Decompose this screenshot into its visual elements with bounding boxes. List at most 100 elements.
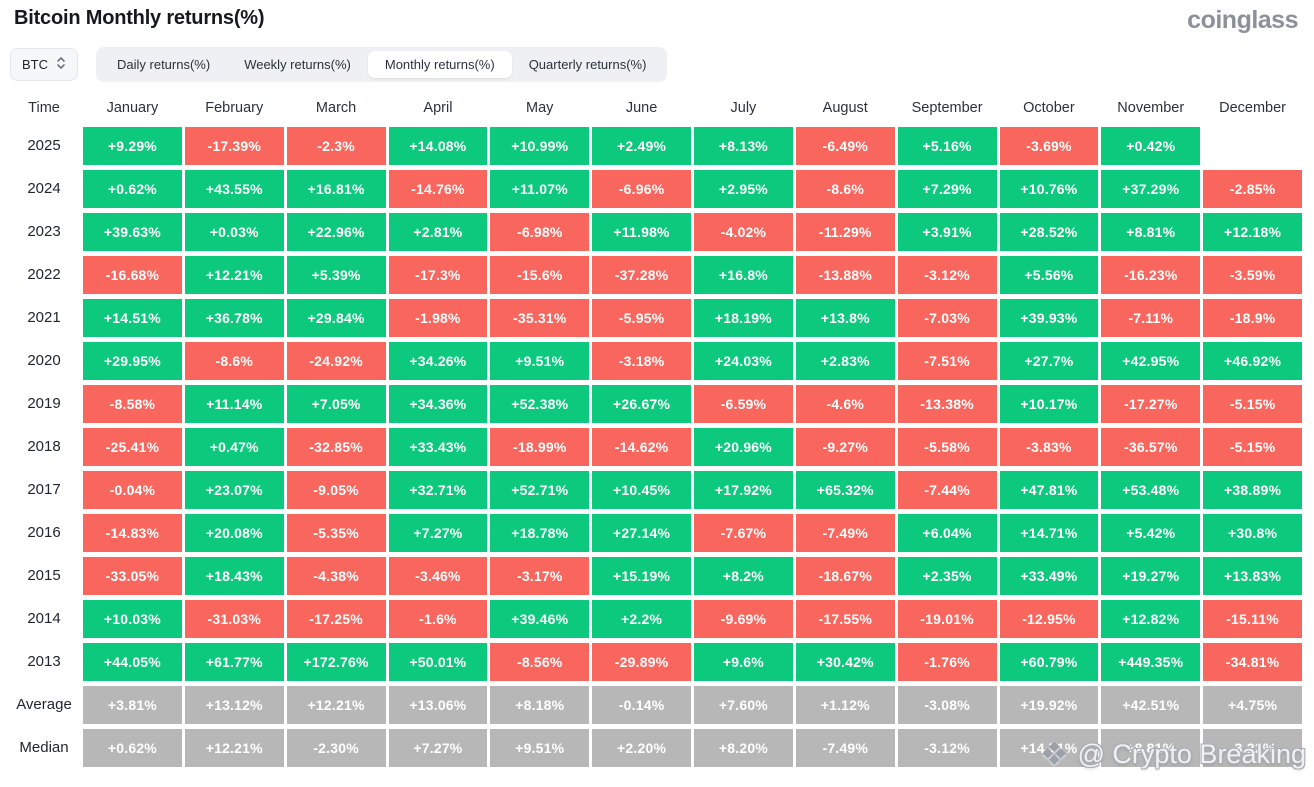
symbol-select-value: BTC [22, 56, 48, 72]
return-cell: -6.49% [795, 126, 895, 165]
row-label-2023: 2023 [27, 223, 61, 240]
return-cell: +10.45% [592, 470, 691, 509]
return-cell: +12.82% [1101, 599, 1201, 638]
return-cell: -9.69% [694, 599, 793, 638]
return-cell: -36.57% [1101, 427, 1201, 466]
return-cell: -3.12% [897, 255, 997, 294]
return-cell: +22.96% [286, 212, 386, 251]
return-cell: -13.38% [897, 384, 997, 423]
return-cell: -34.81% [1203, 642, 1302, 681]
return-cell: +0.62% [83, 728, 182, 767]
month-column-header: August [822, 99, 868, 116]
return-cell: -15.11% [1203, 599, 1302, 638]
return-cell: +13.06% [388, 685, 488, 724]
return-cell: -4.6% [795, 384, 895, 423]
return-cell: -3.83% [999, 427, 1099, 466]
return-cell: +14.51% [83, 298, 182, 337]
month-column-header: December [1219, 99, 1287, 116]
return-cell: +8.13% [694, 126, 793, 165]
return-cell: +7.29% [897, 169, 997, 208]
return-cell: +2.20% [592, 728, 691, 767]
month-column-header: November [1117, 99, 1185, 116]
row-label-2025: 2025 [27, 137, 61, 154]
return-cell: +50.01% [388, 642, 488, 681]
return-cell: +10.03% [83, 599, 182, 638]
return-cell: +2.2% [592, 599, 691, 638]
return-cell: -32.85% [286, 427, 386, 466]
return-cell: -17.55% [795, 599, 895, 638]
tab-daily-returns[interactable]: Daily returns(%) [117, 56, 211, 72]
return-cell: -14.76% [388, 169, 488, 208]
row-label-average: Average [16, 696, 72, 713]
return-cell: +2.83% [795, 341, 895, 380]
return-cell: +2.49% [592, 126, 691, 165]
return-cell: +0.03% [184, 212, 284, 251]
return-cell: -18.99% [490, 427, 590, 466]
tab-monthly-returns[interactable]: Monthly returns(%) [367, 50, 512, 78]
return-cell: +172.76% [286, 642, 386, 681]
return-cell: +2.35% [897, 556, 997, 595]
return-cell: -7.03% [897, 298, 997, 337]
return-cell: -1.98% [388, 298, 488, 337]
return-cell: -37.28% [592, 255, 691, 294]
return-cell: +30.8% [1203, 513, 1302, 552]
return-cell: +61.77% [184, 642, 284, 681]
coinglass-logo[interactable]: coinglass [1187, 6, 1298, 34]
return-cell: -8.56% [490, 642, 590, 681]
month-column-header: January [106, 99, 159, 116]
return-cell: +7.05% [286, 384, 386, 423]
return-cell: -16.23% [1101, 255, 1201, 294]
symbol-select[interactable]: BTC [10, 47, 78, 81]
return-cell: -3.22% [1203, 728, 1302, 767]
return-cell: +44.05% [83, 642, 182, 681]
return-cell: +9.51% [490, 728, 590, 767]
return-cell: +65.32% [795, 470, 895, 509]
return-cell: +8.81% [1101, 212, 1201, 251]
return-cell: -24.92% [286, 341, 386, 380]
return-cell: -7.49% [795, 513, 895, 552]
return-cell: +1.12% [795, 685, 895, 724]
return-cell: +13.12% [184, 685, 284, 724]
return-cell: +12.18% [1203, 212, 1302, 251]
return-cell: -5.15% [1203, 427, 1302, 466]
return-cell: +34.36% [388, 384, 488, 423]
return-cell: +26.67% [592, 384, 691, 423]
return-cell: +6.04% [897, 513, 997, 552]
return-cell: +14.71% [999, 728, 1099, 767]
return-cell: -6.96% [592, 169, 691, 208]
tab-weekly-returns[interactable]: Weekly returns(%) [244, 56, 351, 72]
return-cell: +5.42% [1101, 513, 1201, 552]
return-cell: +8.2% [694, 556, 793, 595]
return-cell: +14.08% [388, 126, 488, 165]
return-cell: -5.58% [897, 427, 997, 466]
return-cell: -18.9% [1203, 298, 1302, 337]
return-cell: -11.29% [795, 212, 895, 251]
return-cell: +12.21% [184, 255, 284, 294]
return-cell: -0.14% [592, 685, 691, 724]
return-cell: +0.62% [83, 169, 182, 208]
return-cell: +29.84% [286, 298, 386, 337]
return-cell: +8.81% [1101, 728, 1201, 767]
return-cell: +46.92% [1203, 341, 1302, 380]
return-cell: +7.60% [694, 685, 793, 724]
return-cell: +14.71% [999, 513, 1099, 552]
return-cell: -14.62% [592, 427, 691, 466]
row-label-2016: 2016 [27, 524, 61, 541]
return-cell: -7.44% [897, 470, 997, 509]
return-cell: +27.7% [999, 341, 1099, 380]
return-cell: +8.20% [694, 728, 793, 767]
return-cell: +19.92% [999, 685, 1099, 724]
return-cell: +32.71% [388, 470, 488, 509]
return-cell: +18.43% [184, 556, 284, 595]
return-cell: +33.49% [999, 556, 1099, 595]
returns-table: Time January February March April May June July… [8, 92, 1302, 767]
return-cell: -2.85% [1203, 169, 1302, 208]
tab-quarterly-returns[interactable]: Quarterly returns(%) [528, 56, 647, 72]
return-cell: +4.75% [1203, 685, 1302, 724]
return-cell: +34.26% [388, 341, 488, 380]
return-cell: +39.63% [83, 212, 182, 251]
returns-period-tabs: Daily returns(%) Weekly returns(%) Month… [96, 46, 668, 82]
month-column-header: July [730, 99, 757, 116]
return-cell: -18.67% [795, 556, 895, 595]
